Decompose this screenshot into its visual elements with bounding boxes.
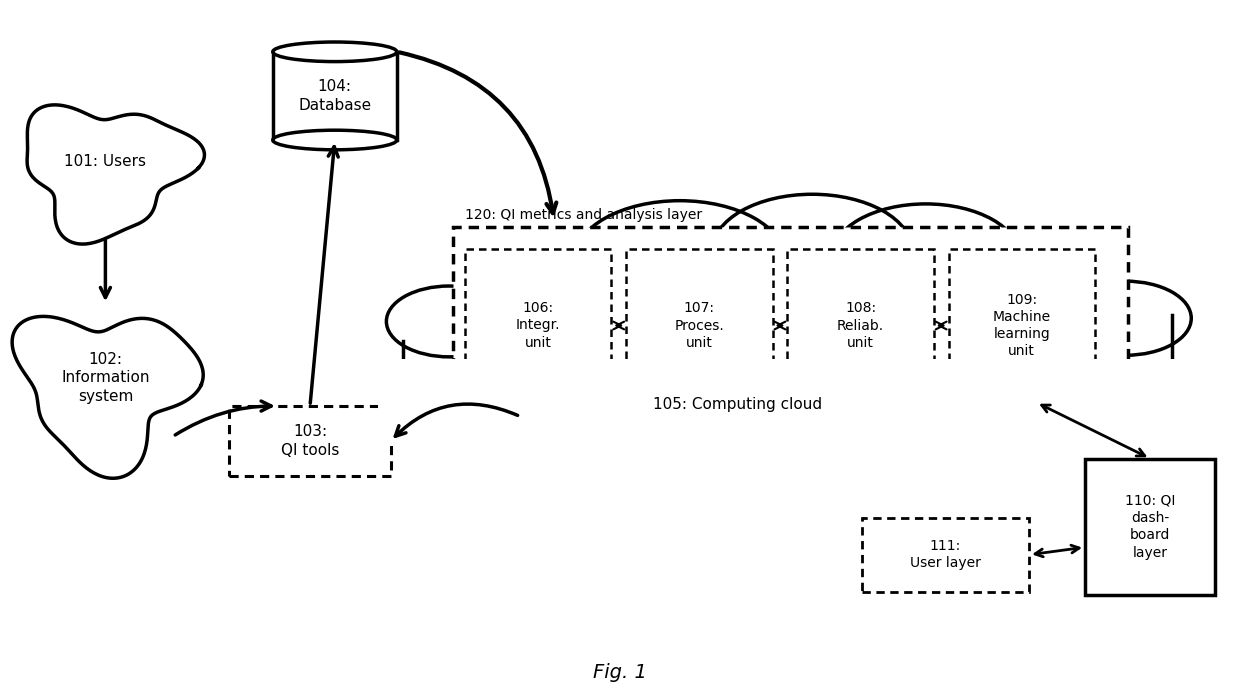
Text: Fig. 1: Fig. 1 xyxy=(593,662,647,682)
Circle shape xyxy=(574,201,785,320)
Text: 109:
Machine
learning
unit: 109: Machine learning unit xyxy=(993,293,1050,358)
FancyBboxPatch shape xyxy=(862,518,1029,592)
Text: 104:
Database: 104: Database xyxy=(299,79,371,113)
FancyBboxPatch shape xyxy=(1085,458,1215,595)
Ellipse shape xyxy=(273,130,397,150)
FancyBboxPatch shape xyxy=(787,248,934,402)
Circle shape xyxy=(474,252,640,346)
Text: 107:
Proces.
unit: 107: Proces. unit xyxy=(675,301,724,350)
FancyBboxPatch shape xyxy=(273,52,397,140)
FancyBboxPatch shape xyxy=(378,359,1197,443)
FancyBboxPatch shape xyxy=(229,406,391,476)
Text: 103:
QI tools: 103: QI tools xyxy=(280,424,340,458)
Text: 105: Computing cloud: 105: Computing cloud xyxy=(653,398,822,412)
FancyBboxPatch shape xyxy=(453,228,1128,413)
FancyBboxPatch shape xyxy=(626,248,773,402)
Text: 111:
User layer: 111: User layer xyxy=(910,539,981,570)
Circle shape xyxy=(712,194,913,307)
Circle shape xyxy=(387,286,512,357)
Circle shape xyxy=(1060,281,1192,356)
Circle shape xyxy=(961,238,1121,328)
Circle shape xyxy=(832,204,1021,310)
Text: 102:
Information
system: 102: Information system xyxy=(61,352,150,404)
FancyBboxPatch shape xyxy=(403,299,1172,373)
Text: 110: QI
dash-
board
layer: 110: QI dash- board layer xyxy=(1125,494,1176,560)
Text: 106:
Integr.
unit: 106: Integr. unit xyxy=(516,301,560,350)
Text: 101: Users: 101: Users xyxy=(64,153,146,169)
Text: 108:
Reliab.
unit: 108: Reliab. unit xyxy=(837,301,884,350)
Ellipse shape xyxy=(273,42,397,62)
Polygon shape xyxy=(27,105,205,244)
Polygon shape xyxy=(12,316,203,478)
Text: 120: QI metrics and analysis layer: 120: QI metrics and analysis layer xyxy=(465,208,702,222)
FancyBboxPatch shape xyxy=(465,248,611,402)
FancyBboxPatch shape xyxy=(949,248,1095,402)
